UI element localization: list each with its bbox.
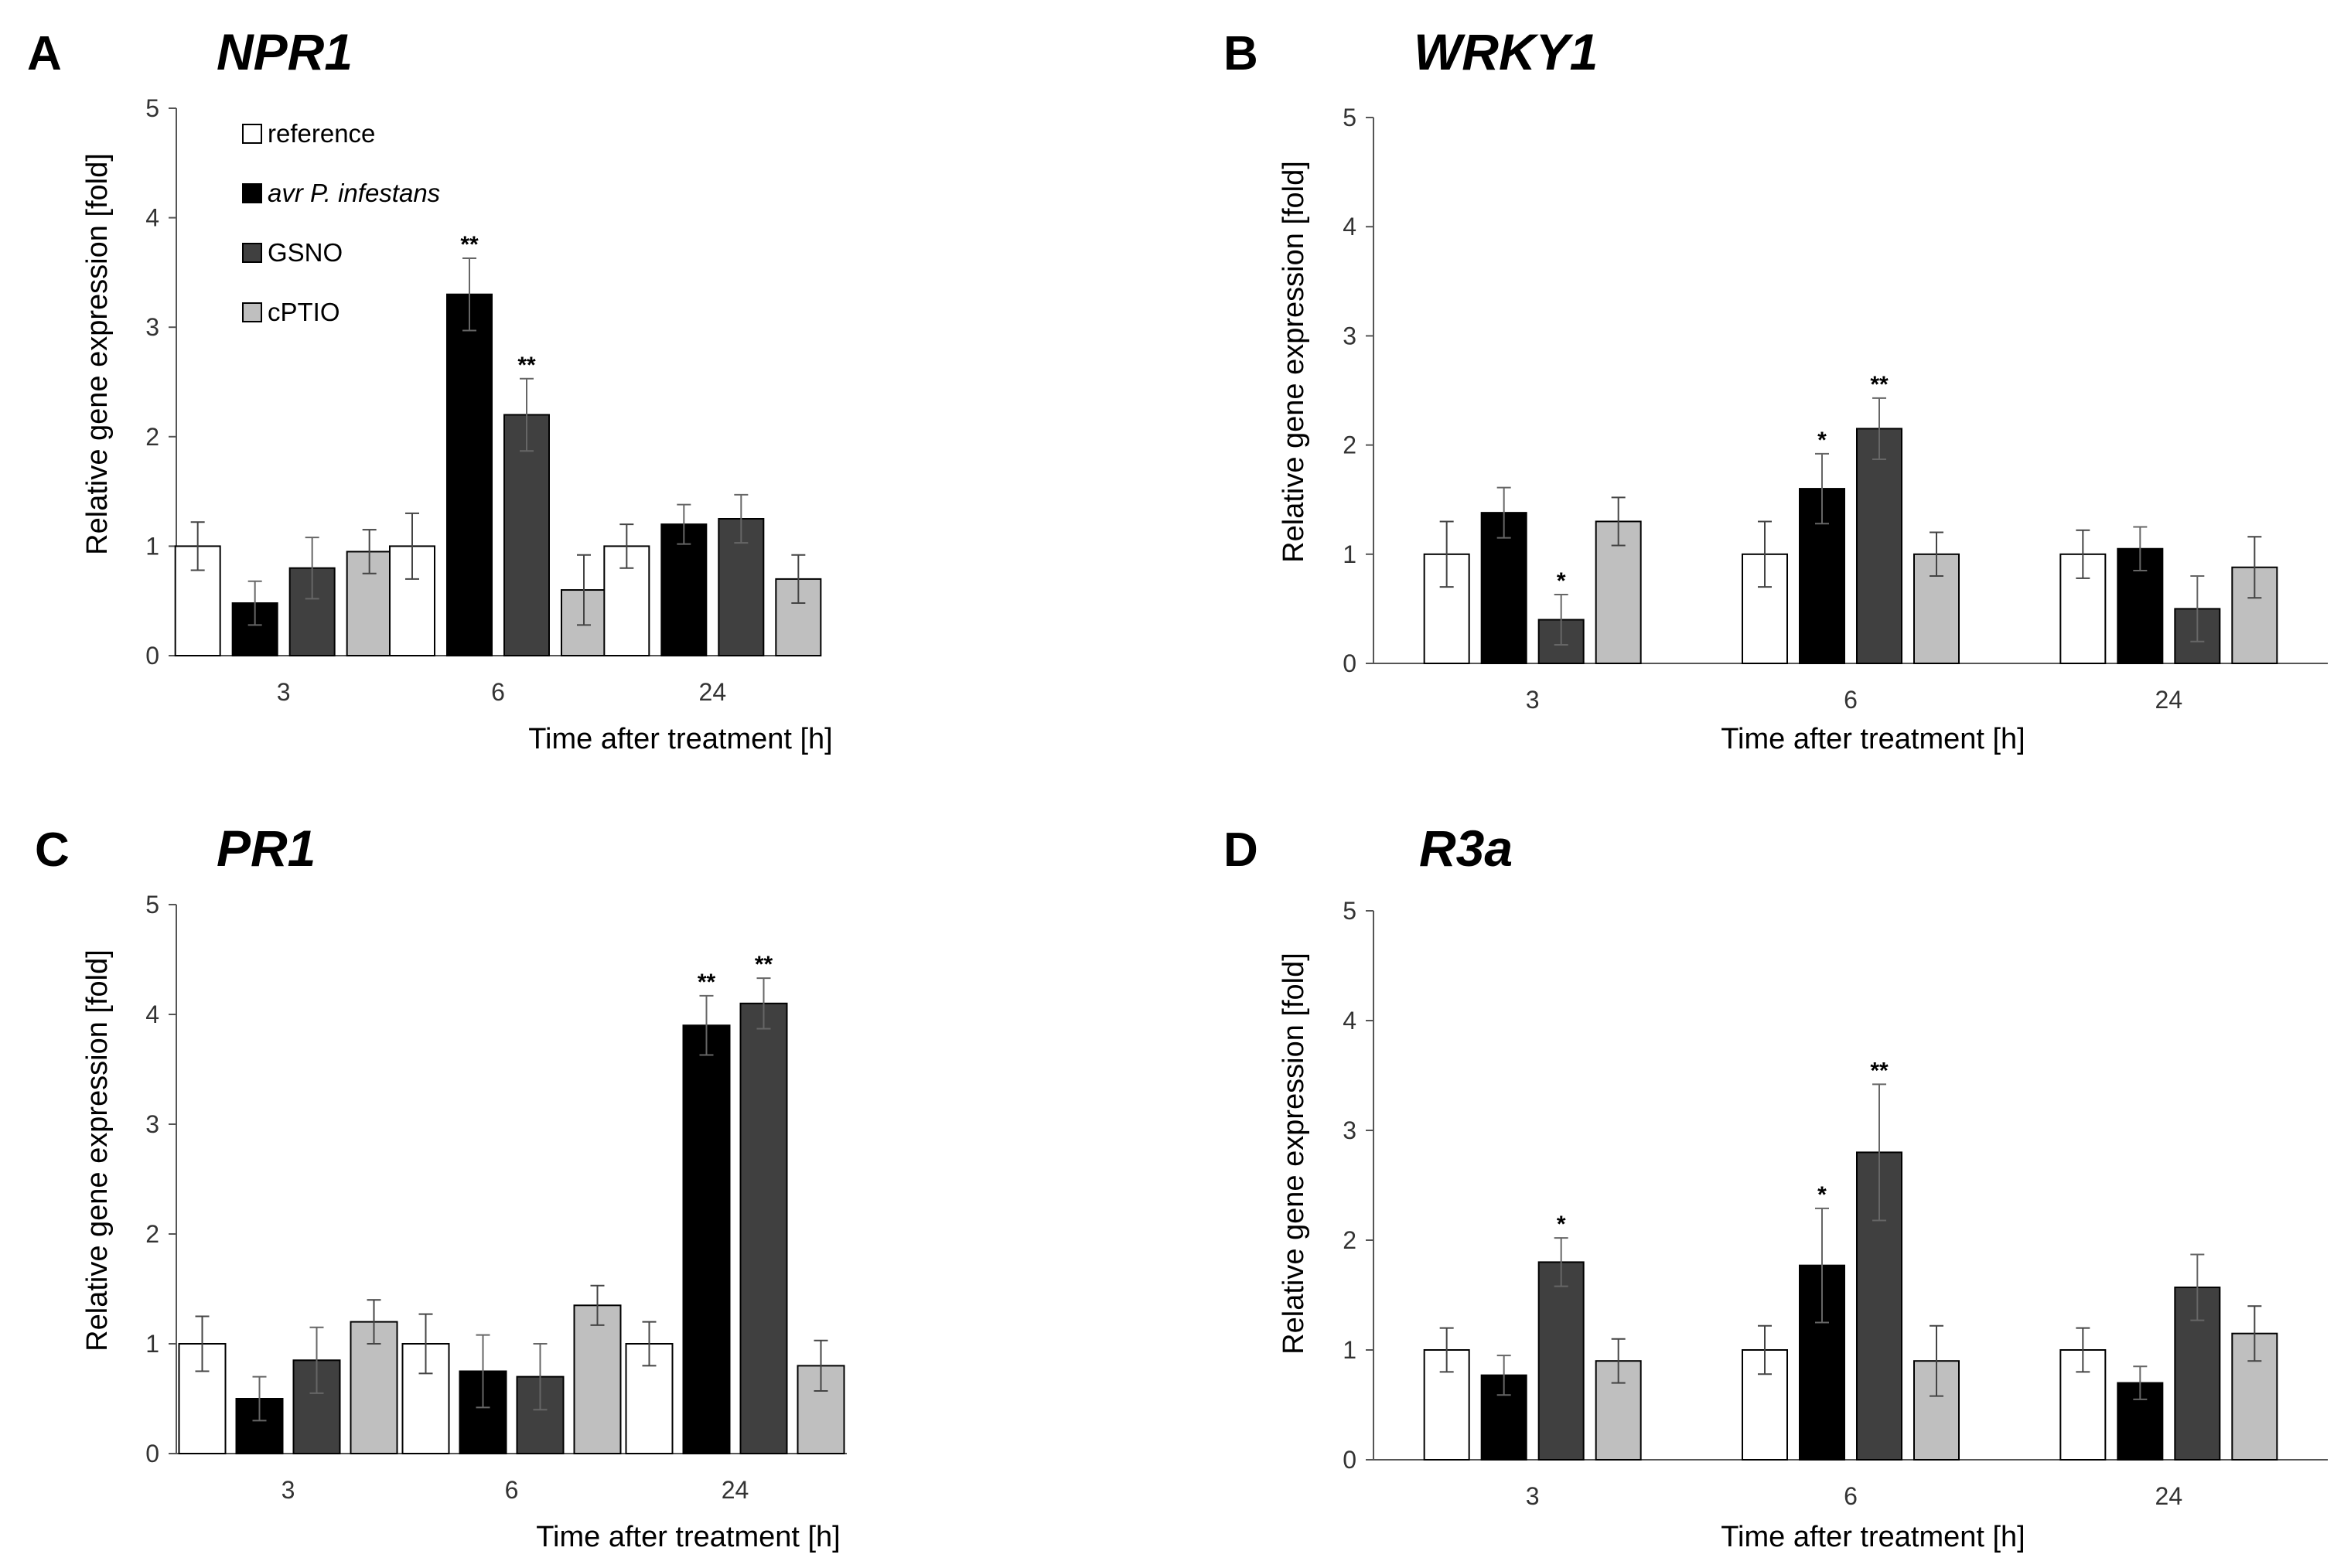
x-tick-label: 3 bbox=[1526, 1482, 1540, 1510]
x-tick-label: 6 bbox=[1844, 686, 1858, 714]
y-tick-label: 5 bbox=[1343, 897, 1356, 925]
significance-label: ** bbox=[517, 353, 536, 378]
legend: reference avr P. infestans GSNO cPTIO bbox=[242, 119, 440, 326]
panel-d: D R3a Relative gene expression [fold] Ti… bbox=[1223, 820, 2328, 1553]
bar bbox=[2059, 1349, 2107, 1461]
significance-label: ** bbox=[460, 232, 479, 257]
y-tick-label: 0 bbox=[145, 642, 159, 670]
y-axis-label: Relative gene expression [fold] bbox=[81, 949, 114, 1352]
y-axis-label: Relative gene expression [fold] bbox=[81, 153, 114, 555]
y-tick-label: 4 bbox=[1343, 1007, 1356, 1035]
significance-label: * bbox=[1557, 568, 1566, 594]
bar bbox=[573, 1304, 622, 1455]
legend-item-reference: reference bbox=[242, 119, 375, 148]
bar bbox=[1537, 1261, 1585, 1461]
x-tick-label: 24 bbox=[2155, 1482, 2183, 1510]
y-tick-label: 1 bbox=[1343, 1336, 1356, 1364]
x-tick-label: 6 bbox=[1844, 1482, 1858, 1510]
panel-letter: A bbox=[27, 27, 62, 80]
y-tick-label: 1 bbox=[145, 1330, 159, 1358]
y-tick-label: 1 bbox=[145, 532, 159, 560]
x-tick-label: 6 bbox=[505, 1476, 519, 1504]
y-tick-label: 4 bbox=[1343, 213, 1356, 240]
y-tick-label: 0 bbox=[1343, 649, 1356, 677]
gene-title: NPR1 bbox=[217, 23, 353, 80]
bar bbox=[660, 523, 708, 657]
x-tick-label: 24 bbox=[722, 1476, 749, 1504]
x-axis-label: Time after treatment [h] bbox=[1721, 1521, 2025, 1553]
significance-label: * bbox=[1557, 1212, 1566, 1237]
y-tick-label: 3 bbox=[145, 313, 159, 341]
y-axis-label: Relative gene expression [fold] bbox=[1278, 953, 1310, 1355]
legend-swatch bbox=[242, 124, 262, 144]
legend-item-gsno: GSNO bbox=[242, 238, 343, 267]
legend-label: avr P. infestans bbox=[268, 179, 440, 207]
legend-swatch bbox=[242, 183, 262, 203]
plot-area: 0 1 2 3 4 5 3 6 ** ** 24 bbox=[145, 94, 822, 706]
y-tick-label: 3 bbox=[1343, 322, 1356, 349]
significance-label: * bbox=[1817, 1182, 1827, 1208]
panel-b: B WRKY1 Relative gene expression [fold] … bbox=[1223, 23, 2328, 755]
gene-title: R3a bbox=[1419, 820, 1513, 877]
gene-title: PR1 bbox=[217, 820, 316, 877]
x-axis-label: Time after treatment [h] bbox=[536, 1521, 841, 1553]
legend-swatch bbox=[242, 302, 262, 322]
legend-item-avr-p-infestans: avr P. infestans bbox=[242, 179, 440, 207]
y-tick-label: 5 bbox=[1343, 104, 1356, 131]
legend-swatch bbox=[242, 243, 262, 263]
significance-label: ** bbox=[1870, 1058, 1889, 1083]
x-tick-label: 24 bbox=[2155, 686, 2183, 714]
bar bbox=[503, 414, 550, 656]
x-axis-label: Time after treatment [h] bbox=[528, 723, 833, 755]
x-tick-label: 6 bbox=[491, 678, 505, 706]
panel-c: C PR1 Relative gene expression [fold] Ti… bbox=[35, 820, 847, 1553]
x-tick-label: 3 bbox=[1526, 686, 1540, 714]
x-axis-label: Time after treatment [h] bbox=[1721, 723, 2025, 755]
legend-item-cptio: cPTIO bbox=[242, 298, 340, 326]
x-tick-label: 24 bbox=[699, 678, 727, 706]
y-tick-label: 4 bbox=[145, 204, 159, 232]
significance-label: ** bbox=[698, 970, 716, 995]
bar bbox=[446, 293, 493, 656]
y-tick-label: 3 bbox=[1343, 1116, 1356, 1144]
bar bbox=[682, 1024, 731, 1454]
y-tick-label: 2 bbox=[1343, 431, 1356, 459]
bar bbox=[1913, 553, 1960, 664]
panel-letter: C bbox=[35, 823, 70, 877]
y-tick-label: 1 bbox=[1343, 540, 1356, 568]
y-tick-label: 0 bbox=[145, 1440, 159, 1467]
legend-label: reference bbox=[268, 119, 375, 148]
y-tick-label: 2 bbox=[145, 423, 159, 451]
plot-area: 0 1 2 3 4 5 3 6 24 ** ** bbox=[145, 891, 847, 1504]
legend-label: cPTIO bbox=[268, 298, 340, 326]
y-tick-label: 2 bbox=[145, 1220, 159, 1248]
y-tick-label: 2 bbox=[1343, 1226, 1356, 1254]
significance-label: ** bbox=[755, 952, 773, 977]
panel-letter: D bbox=[1223, 823, 1258, 877]
bar bbox=[739, 1002, 788, 1455]
x-tick-label: 3 bbox=[282, 1476, 295, 1504]
bar bbox=[1856, 428, 1902, 664]
y-axis-label: Relative gene expression [fold] bbox=[1278, 161, 1310, 563]
significance-label: ** bbox=[1870, 372, 1889, 397]
y-tick-label: 5 bbox=[145, 891, 159, 919]
y-tick-label: 5 bbox=[145, 94, 159, 122]
y-tick-label: 3 bbox=[145, 1110, 159, 1138]
gene-title: WRKY1 bbox=[1414, 23, 1598, 80]
y-tick-label: 0 bbox=[1343, 1446, 1356, 1474]
y-tick-label: 4 bbox=[145, 1000, 159, 1028]
panel-a: A NPR1 Relative gene expression [fold] T… bbox=[27, 23, 833, 755]
significance-label: * bbox=[1817, 428, 1827, 453]
x-tick-label: 3 bbox=[277, 678, 291, 706]
legend-label: GSNO bbox=[268, 238, 343, 267]
panel-letter: B bbox=[1223, 27, 1258, 80]
